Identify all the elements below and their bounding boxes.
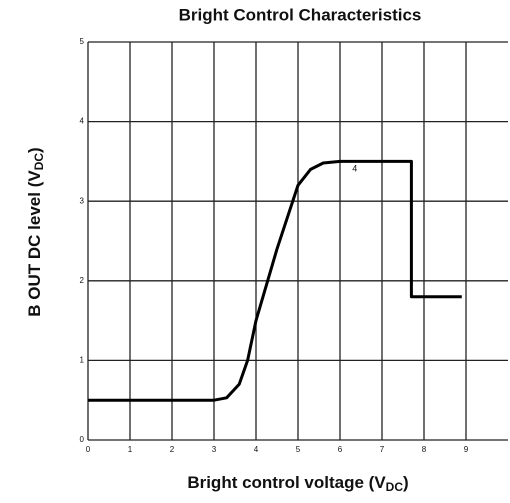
x-axis-label-text: Bright control voltage (V	[187, 473, 386, 492]
x-tick-label: 1	[128, 445, 133, 454]
x-tick-label: 4	[254, 445, 259, 454]
x-tick-label: 6	[338, 445, 343, 454]
y-tick-label: 0	[80, 435, 85, 444]
x-tick-label: 8	[422, 445, 427, 454]
y-axis-label-sub: DC	[32, 153, 46, 171]
y-tick-label: 1	[80, 356, 85, 365]
y-tick-label: 2	[80, 276, 85, 285]
data-line	[88, 159, 462, 402]
y-tick-label: 5	[80, 37, 85, 46]
x-axis-label: Bright control voltage (VDC)	[187, 473, 408, 494]
y-axis-label-end: )	[25, 147, 44, 153]
x-tick-label: 0	[86, 445, 91, 454]
x-tick-label: 9	[464, 445, 469, 454]
x-tick-label: 2	[170, 445, 175, 454]
annotation: 4	[352, 164, 357, 174]
x-tick-label: 3	[212, 445, 217, 454]
x-tick-label: 7	[380, 445, 385, 454]
y-tick-label: 3	[80, 196, 85, 205]
y-axis-label: B OUT DC level (VDC)	[25, 147, 46, 316]
y-axis-label-text: B OUT DC level (V	[25, 170, 44, 317]
x-tick-label: 5	[296, 445, 301, 454]
x-axis-label-end: )	[403, 473, 409, 492]
chart-title: Bright Control Characteristics	[179, 5, 422, 24]
x-axis-label-sub: DC	[386, 480, 404, 494]
y-tick-label: 4	[80, 117, 85, 126]
